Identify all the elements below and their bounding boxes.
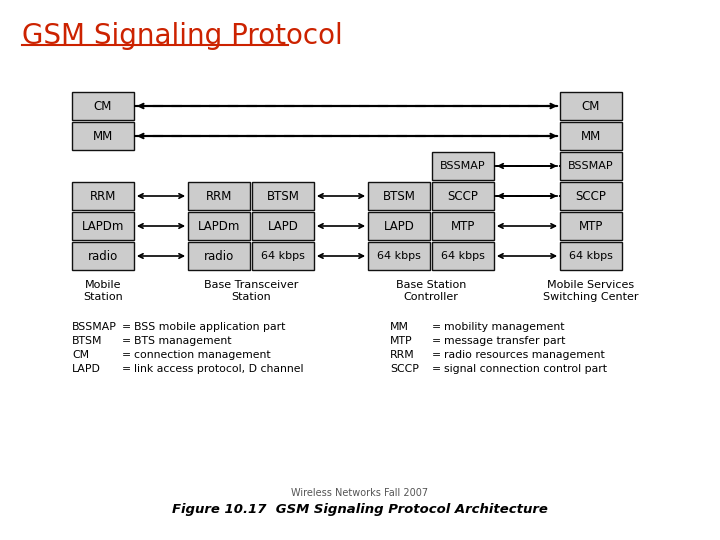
Bar [72,212,134,240]
Text: LAPD: LAPD [268,219,298,233]
Text: =: = [122,322,131,332]
Text: =: = [432,336,441,346]
Bar [188,242,250,270]
Text: mobility management: mobility management [444,322,564,332]
Text: MM: MM [93,130,113,143]
Text: Mobile Services
Switching Center: Mobile Services Switching Center [544,280,639,302]
Text: SCCP: SCCP [448,190,478,202]
Text: connection management: connection management [134,350,271,360]
Bar [432,182,494,210]
Bar [560,122,622,150]
Text: 64 kbps: 64 kbps [377,251,421,261]
Text: LAPD: LAPD [384,219,415,233]
Text: LAPDm: LAPDm [198,219,240,233]
Bar [560,182,622,210]
Text: MM: MM [390,322,409,332]
Text: BTSM: BTSM [382,190,415,202]
Bar [560,242,622,270]
Text: BTSM: BTSM [266,190,300,202]
Text: CM: CM [582,99,600,112]
Bar [432,242,494,270]
Bar [188,212,250,240]
Text: signal connection control part: signal connection control part [444,364,607,374]
Text: =: = [122,364,131,374]
Text: 64 kbps: 64 kbps [441,251,485,261]
Text: LAPD: LAPD [72,364,101,374]
Bar [252,182,314,210]
Text: radio resources management: radio resources management [444,350,605,360]
Text: =: = [432,322,441,332]
Text: LAPDm: LAPDm [82,219,124,233]
Text: MM: MM [581,130,601,143]
Text: MTP: MTP [451,219,475,233]
Text: RRM: RRM [390,350,415,360]
Text: radio: radio [204,249,234,262]
Bar [72,92,134,120]
Bar [432,152,494,180]
Text: MTP: MTP [390,336,413,346]
Text: Base Station
Controller: Base Station Controller [396,280,466,302]
Text: BSSMAP: BSSMAP [440,161,486,171]
Text: BSS mobile application part: BSS mobile application part [134,322,285,332]
Text: RRM: RRM [90,190,116,202]
Bar [432,212,494,240]
Bar [368,212,430,240]
Text: radio: radio [88,249,118,262]
Text: CM: CM [94,99,112,112]
Text: BSSMAP: BSSMAP [568,161,614,171]
Text: 64 kbps: 64 kbps [261,251,305,261]
Text: =: = [122,350,131,360]
Text: link access protocol, D channel: link access protocol, D channel [134,364,304,374]
Text: =: = [432,364,441,374]
Text: RRM: RRM [206,190,232,202]
Text: =: = [122,336,131,346]
Bar [252,242,314,270]
Bar [252,212,314,240]
Text: SCCP: SCCP [575,190,606,202]
Text: Base Transceiver
Station: Base Transceiver Station [204,280,298,302]
Text: =: = [432,350,441,360]
Text: GSM Signaling Protocol: GSM Signaling Protocol [22,22,343,50]
Text: message transfer part: message transfer part [444,336,565,346]
Bar [72,242,134,270]
Bar [560,212,622,240]
Text: Figure 10.17  GSM Signaling Protocol Architecture: Figure 10.17 GSM Signaling Protocol Arch… [172,503,548,516]
Bar [560,152,622,180]
Bar [72,122,134,150]
Text: BSSMAP: BSSMAP [72,322,117,332]
Bar [560,92,622,120]
Text: BTSM: BTSM [72,336,102,346]
Text: Mobile
Station: Mobile Station [83,280,123,302]
Text: Wireless Networks Fall 2007: Wireless Networks Fall 2007 [292,488,428,498]
Text: BTS management: BTS management [134,336,232,346]
Bar [72,182,134,210]
Text: CM: CM [72,350,89,360]
Bar [188,182,250,210]
Text: MTP: MTP [579,219,603,233]
Text: 64 kbps: 64 kbps [569,251,613,261]
Bar [368,242,430,270]
Text: SCCP: SCCP [390,364,419,374]
Bar [368,182,430,210]
